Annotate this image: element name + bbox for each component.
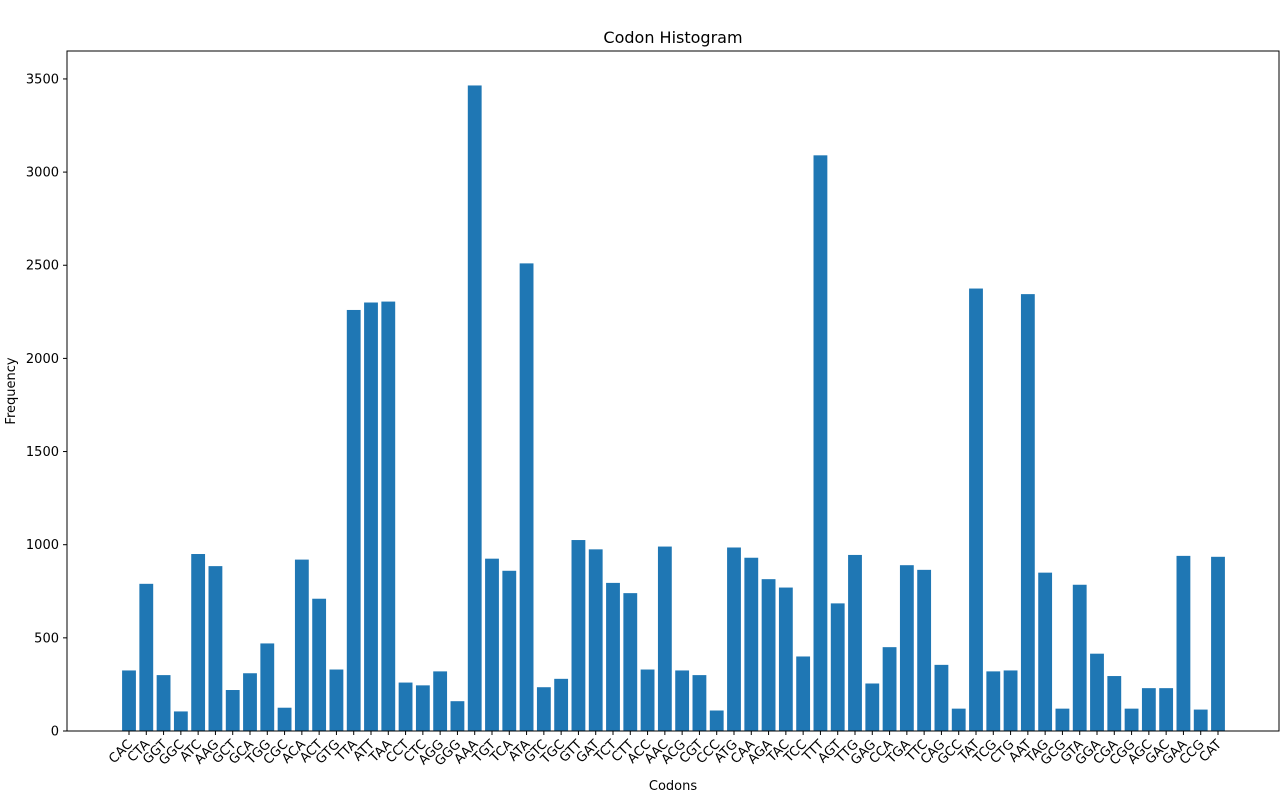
bar-aat <box>1020 294 1035 731</box>
bar-atc <box>191 554 206 731</box>
bar-gcg <box>1055 708 1070 731</box>
bar-agc <box>1141 688 1156 731</box>
bar-caa <box>744 557 759 731</box>
bar-tcc <box>796 656 811 731</box>
y-axis-label: Frequency <box>4 357 19 424</box>
bar-gtc <box>536 687 551 731</box>
bar-ctt <box>623 593 638 731</box>
bar-gcc <box>951 708 966 731</box>
bar-gta <box>1072 584 1087 731</box>
bar-cga <box>1107 676 1122 731</box>
y-tick-label: 1000 <box>26 538 59 553</box>
bar-cta <box>139 583 154 731</box>
y-tick-label: 3500 <box>26 72 59 87</box>
bar-ggt <box>156 675 171 731</box>
bar-ggg <box>450 701 465 731</box>
bar-aca <box>294 559 309 731</box>
bar-ttg <box>848 554 862 731</box>
bar-gca <box>243 673 257 731</box>
y-tick-label: 0 <box>51 725 59 740</box>
bar-ttc <box>917 569 932 731</box>
bar-aaa <box>467 85 482 731</box>
bar-ctg <box>1003 670 1018 731</box>
bar-ttt <box>813 155 828 732</box>
y-tick-label: 1500 <box>26 445 59 460</box>
bar-cgg <box>1124 708 1139 731</box>
bar-gga <box>1090 653 1104 731</box>
bar-act <box>312 598 327 731</box>
bar-aag <box>208 566 223 731</box>
bar-acg <box>675 670 690 731</box>
bar-cca <box>882 647 897 731</box>
bar-tga <box>899 565 914 731</box>
bar-cac <box>122 670 136 731</box>
x-axis-label: Codons <box>649 779 697 794</box>
bar-gac <box>1159 688 1174 731</box>
bar-tat <box>969 288 983 731</box>
y-tick-label: 2500 <box>26 259 59 274</box>
bar-cag <box>934 664 949 731</box>
bar-tac <box>778 587 793 731</box>
plot-frame <box>66 50 1280 732</box>
bar-ctc <box>415 685 430 731</box>
bar-tag <box>1038 572 1053 731</box>
bar-acc <box>640 669 655 731</box>
bar-gtg <box>329 669 344 731</box>
bar-gaa <box>1176 555 1191 731</box>
bar-att <box>364 302 378 731</box>
bar-ata <box>519 263 534 731</box>
bar-tta <box>346 309 361 731</box>
y-tick-label: 3000 <box>26 166 59 181</box>
bar-tgt <box>485 558 499 731</box>
bar-gag <box>865 683 880 731</box>
bar-gat <box>588 549 603 731</box>
bar-cgt <box>692 675 707 731</box>
bar-atg <box>727 547 741 731</box>
bar-cct <box>398 682 413 731</box>
bar-cgc <box>277 707 292 731</box>
y-tick-label: 500 <box>34 631 59 646</box>
chart-title: Codon Histogram <box>603 28 742 47</box>
bar-aga <box>761 579 776 731</box>
bar-agt <box>830 603 845 731</box>
bar-gct <box>225 690 240 731</box>
bar-ccc <box>709 710 724 731</box>
bar-gtt <box>571 540 586 731</box>
bar-tct <box>606 582 620 731</box>
bar-aac <box>657 546 672 731</box>
bar-tcg <box>986 671 1001 731</box>
bar-tgg <box>260 643 275 731</box>
bar-taa <box>381 301 396 731</box>
bar-ccg <box>1193 709 1208 731</box>
bar-tca <box>502 570 517 731</box>
y-tick-label: 2000 <box>26 352 59 367</box>
bar-cat <box>1211 556 1225 731</box>
bar-tgc <box>554 678 569 731</box>
bar-agg <box>433 671 448 731</box>
bar-ggc <box>173 711 188 731</box>
